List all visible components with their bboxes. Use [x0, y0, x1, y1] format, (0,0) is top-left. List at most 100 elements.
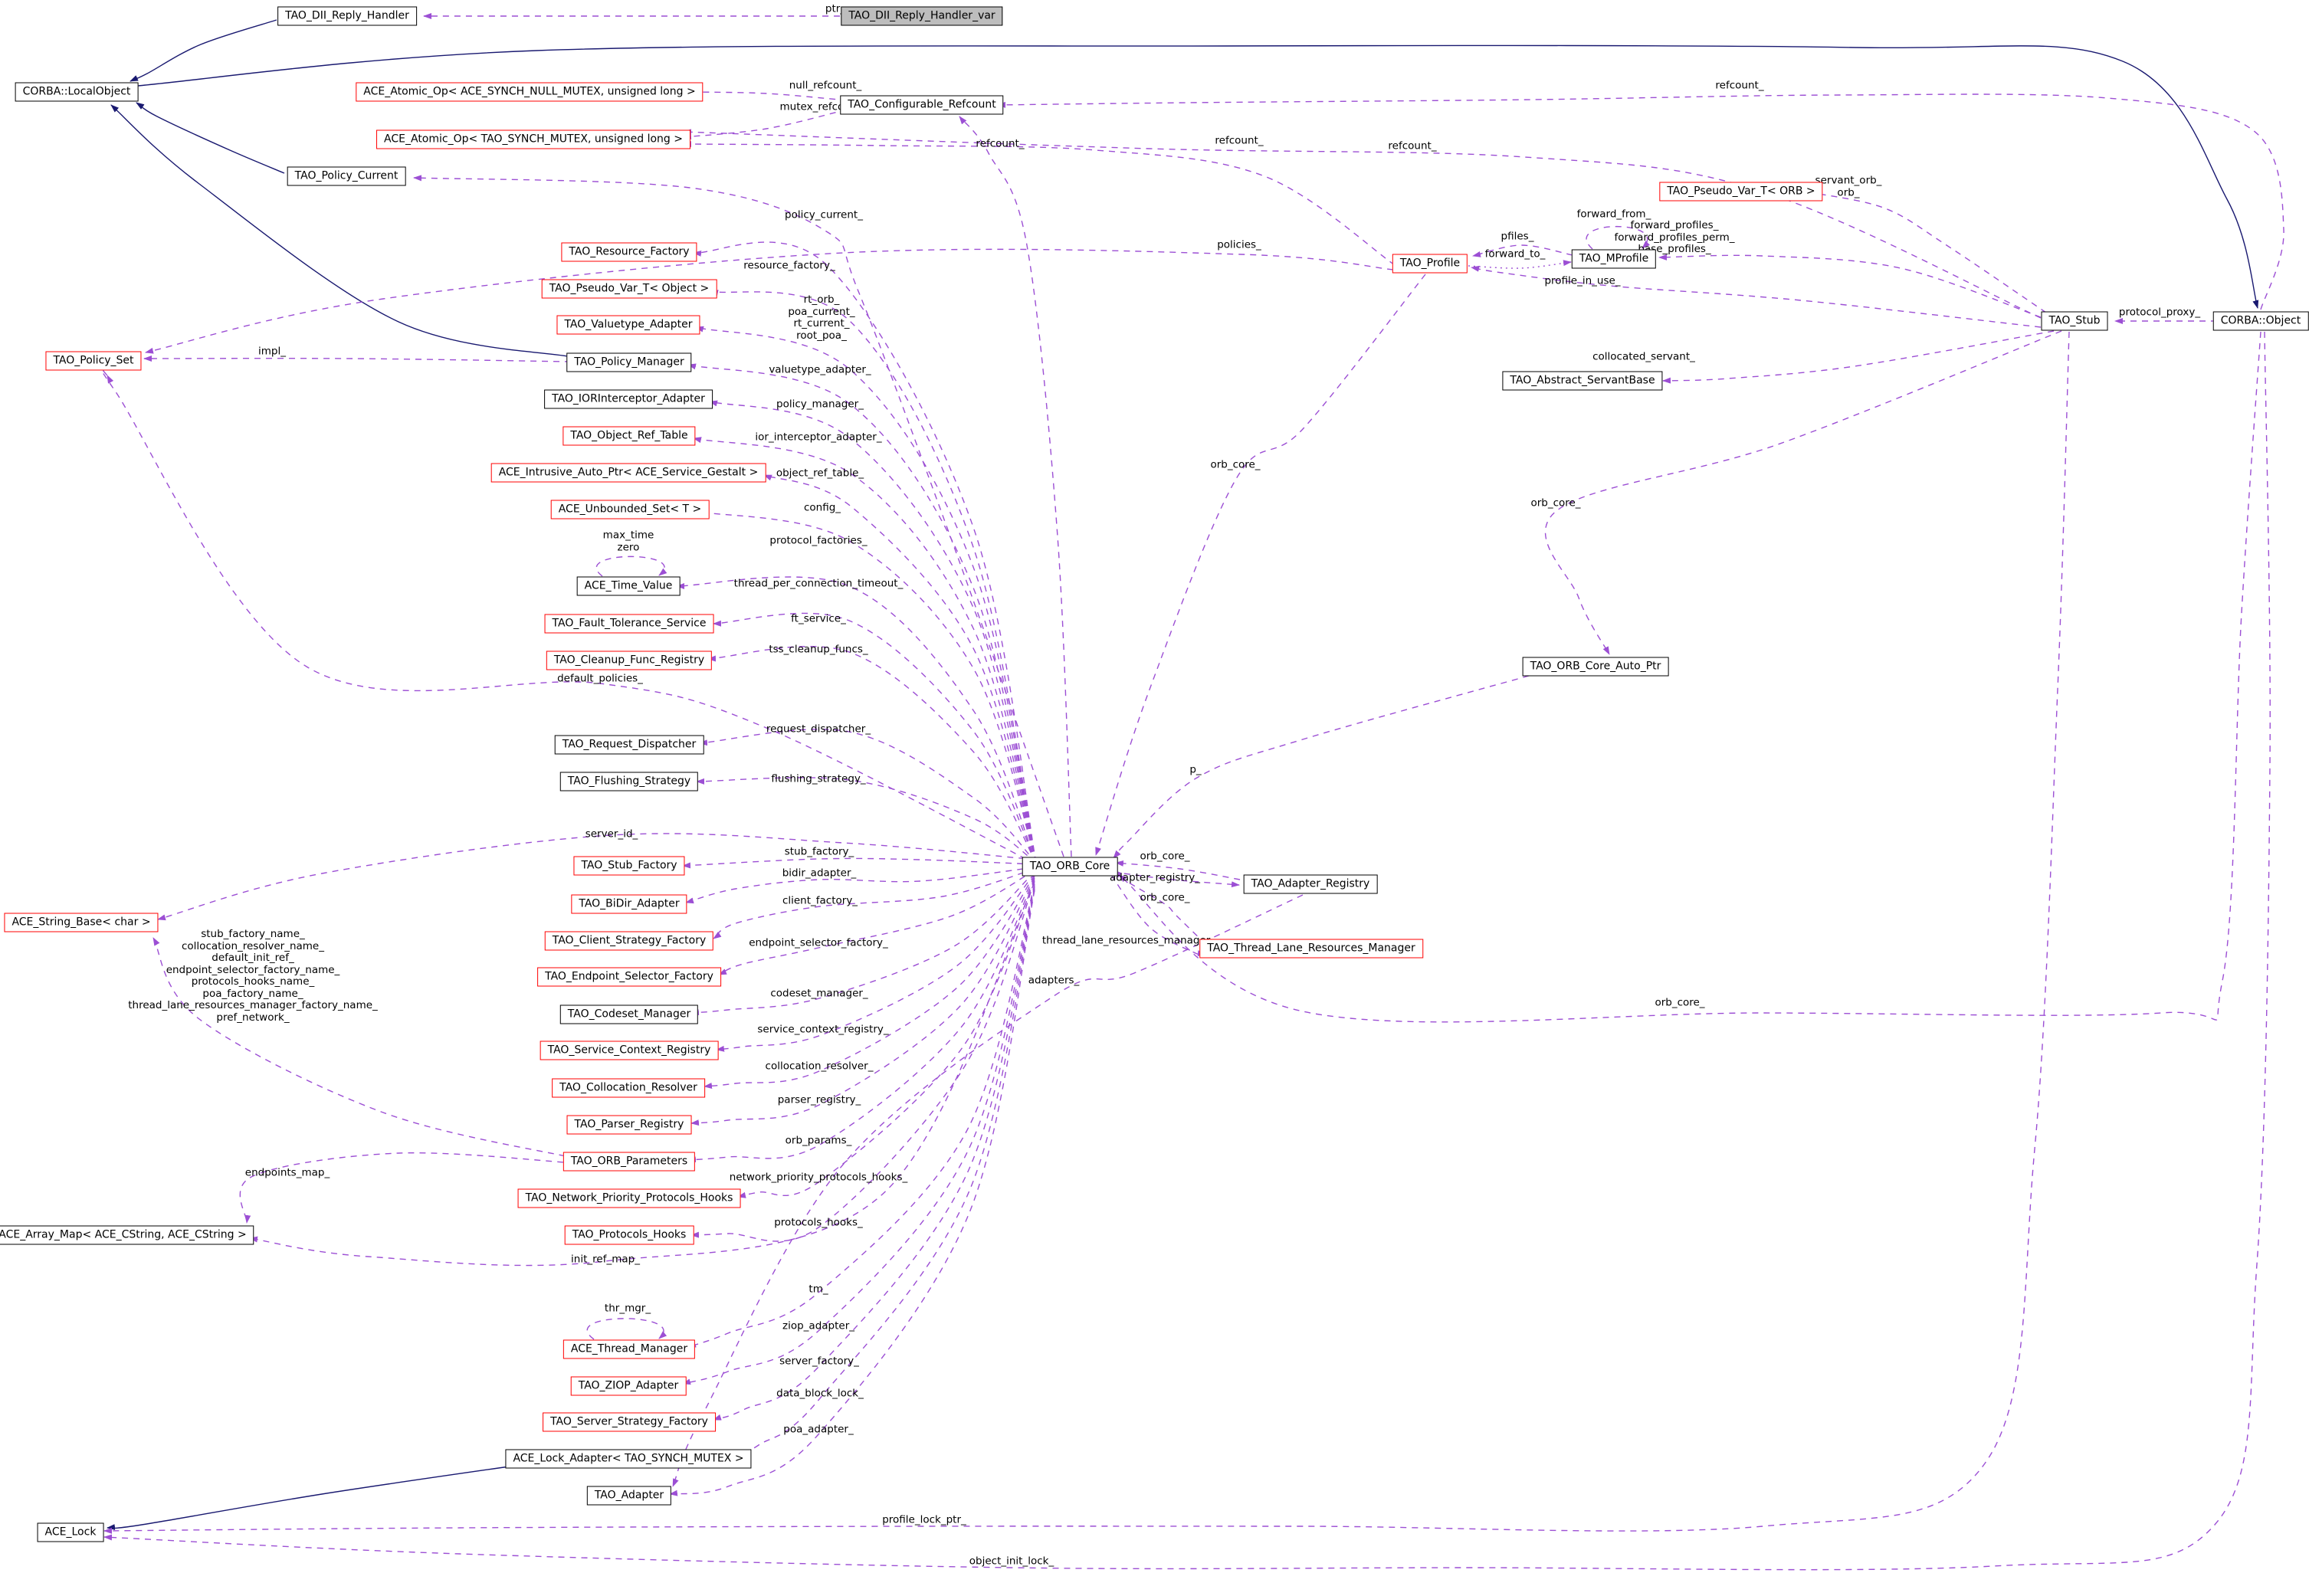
edge-label-thread-lane-resources-manager: thread_lane_resources_manager_ [1042, 935, 1215, 947]
class-node-tao-orb-parameters[interactable]: TAO_ORB_Parameters [562, 1152, 696, 1172]
edge-label-default-policies: default_policies_ [557, 673, 643, 685]
class-node-tao-mprofile[interactable]: TAO_MProfile [1571, 249, 1657, 269]
edge-label-line: default_init_ref_ [212, 952, 294, 964]
class-node-corba-localobject[interactable]: CORBA::LocalObject [15, 82, 139, 102]
class-node-tao-object-ref-table[interactable]: TAO_Object_Ref_Table [562, 426, 696, 446]
edge-policy-current [413, 175, 1064, 857]
class-node-tao-valuetype-adapter[interactable]: TAO_Valuetype_Adapter [556, 315, 700, 335]
edge-label-line: stub_factory_ [784, 845, 854, 858]
edge-label-init-ref-map: init_ref_map_ [571, 1254, 640, 1266]
class-node-tao-adapter-registry[interactable]: TAO_Adapter_Registry [1243, 874, 1378, 894]
class-node-tao-codeset-manager[interactable]: TAO_Codeset_Manager [559, 1004, 699, 1024]
edge-codeset-manager [690, 871, 1035, 1016]
class-node-corba-object[interactable]: CORBA::Object [2212, 311, 2309, 331]
class-node-ace-lock[interactable]: ACE_Lock [37, 1522, 104, 1542]
edge-label-line: collocation_resolver_ [765, 1060, 874, 1073]
class-node-tao-orb-core[interactable]: TAO_ORB_Core [1022, 857, 1118, 877]
class-node-tao-thread-lane-resources-manager[interactable]: TAO_Thread_Lane_Resources_Manager [1199, 939, 1423, 959]
edge-label-line: object_init_lock_ [969, 1555, 1054, 1568]
class-node-tao-client-strategy-factory[interactable]: TAO_Client_Strategy_Factory [544, 931, 714, 951]
class-node-tao-request-dispatcher[interactable]: TAO_Request_Dispatcher [554, 735, 704, 755]
edge-label-line: orb_params_ [785, 1134, 852, 1147]
edge-label-tss-cleanup-funcs: tss_cleanup_funcs_ [769, 644, 868, 656]
edge-profile-in-use [1471, 265, 2042, 328]
class-node-ace-string-base[interactable]: ACE_String_Base< char > [4, 913, 159, 932]
class-node-ace-lock-adapter[interactable]: ACE_Lock_Adapter< TAO_SYNCH_MUTEX > [505, 1449, 752, 1469]
edge-label-line: ziop_adapter_ [782, 1319, 854, 1332]
edge-label-client-factory: client_factory_ [782, 895, 858, 907]
class-node-ace-array-map[interactable]: ACE_Array_Map< ACE_CString, ACE_CString … [0, 1225, 254, 1245]
class-node-tao-pseudo-var-object[interactable]: TAO_Pseudo_Var_T< Object > [541, 279, 717, 299]
class-node-ace-atomic-op-null-mutex[interactable]: ACE_Atomic_Op< ACE_SYNCH_NULL_MUTEX, uns… [356, 82, 704, 102]
edge-policy-manager [687, 363, 1037, 864]
class-node-tao-orb-core-auto-ptr[interactable]: TAO_ORB_Core_Auto_Ptr [1522, 657, 1669, 677]
class-node-tao-protocols-hooks[interactable]: TAO_Protocols_Hooks [564, 1225, 694, 1245]
class-node-ace-intrusive-auto-ptr[interactable]: ACE_Intrusive_Auto_Ptr< ACE_Service_Gest… [490, 463, 766, 483]
class-node-ace-atomic-op-tao-mutex[interactable]: ACE_Atomic_Op< TAO_SYNCH_MUTEX, unsigned… [376, 129, 690, 149]
class-node-tao-parser-registry[interactable]: TAO_Parser_Registry [566, 1115, 692, 1135]
edge-resource-factory [693, 241, 1037, 864]
class-node-tao-policy-current[interactable]: TAO_Policy_Current [287, 166, 406, 186]
class-node-tao-abstract-servantbase[interactable]: TAO_Abstract_ServantBase [1502, 371, 1663, 391]
edge-orb-core-tlrm [1114, 870, 1206, 945]
class-node-ace-time-value[interactable]: ACE_Time_Value [576, 576, 681, 596]
edge-label-line: policies_ [1217, 238, 1261, 251]
class-node-ace-unbounded-set[interactable]: ACE_Unbounded_Set< T > [550, 500, 710, 519]
edge-ior-interceptor-adapter [709, 400, 1037, 864]
edge-label-request-dispatcher: request_dispatcher_ [766, 723, 871, 736]
class-node-tao-service-context-registry[interactable]: TAO_Service_Context_Registry [540, 1041, 719, 1060]
edge-label-ior-interceptor-adapter: ior_interceptor_adapter_ [755, 431, 881, 444]
class-node-tao-adapter[interactable]: TAO_Adapter [586, 1486, 672, 1506]
class-node-tao-flushing-strategy[interactable]: TAO_Flushing_Strategy [559, 772, 699, 791]
class-node-tao-iorinterceptor-adapter[interactable]: TAO_IORInterceptor_Adapter [544, 389, 713, 409]
class-node-ace-thread-manager[interactable]: ACE_Thread_Manager [562, 1339, 696, 1359]
edge-label-line: server_factory_ [779, 1355, 859, 1368]
edge-label-orb-params-string-names: stub_factory_name_ collocation_resolver_n… [128, 928, 378, 1024]
edge-label-thr-mgr-loop: thr_mgr_ [605, 1303, 651, 1315]
edge-label-line: adapter_registry_ [1109, 871, 1201, 884]
class-node-tao-stub-factory[interactable]: TAO_Stub_Factory [573, 856, 685, 876]
edge-refcount-object [997, 93, 2284, 310]
class-node-tao-pseudo-var-orb[interactable]: TAO_Pseudo_Var_T< ORB > [1659, 182, 1823, 202]
edge-data-block-lock [734, 888, 1035, 1457]
edge-refcount-stub [683, 129, 2042, 319]
class-node-tao-collocation-resolver[interactable]: TAO_Collocation_Resolver [552, 1078, 705, 1098]
class-node-tao-policy-set[interactable]: TAO_Policy_Set [45, 351, 142, 371]
edge-client-factory [713, 868, 1035, 939]
class-node-tao-cleanup-func-registry[interactable]: TAO_Cleanup_Func_Registry [546, 651, 713, 670]
edge-valuetype-adapter [695, 326, 1037, 864]
edge-inherit-lock-adapter-ace-lock [107, 1463, 526, 1531]
class-node-tao-server-strategy-factory[interactable]: TAO_Server_Strategy_Factory [543, 1412, 716, 1432]
class-node-tao-policy-manager[interactable]: TAO_Policy_Manager [566, 352, 692, 372]
edge-label-orb-core-registry: orb_core_ [1140, 850, 1189, 863]
edge-thread-lane-resources-manager [1110, 874, 1206, 957]
edge-label-line: network_priority_protocols_hooks_ [729, 1171, 908, 1184]
edge-orb-params-string-names [153, 937, 577, 1159]
edge-label-line: forward_from_ [1576, 208, 1651, 221]
class-node-tao-ziop-adapter[interactable]: TAO_ZIOP_Adapter [570, 1376, 687, 1396]
edge-label-line: endpoints_map_ [244, 1166, 330, 1179]
edge-label-line: thread_per_connection_timeout_ [733, 577, 904, 590]
class-node-tao-profile[interactable]: TAO_Profile [1392, 254, 1468, 274]
class-node-tao-configurable-refcount[interactable]: TAO_Configurable_Refcount [840, 95, 1004, 115]
edge-label-line: orb_ [1837, 186, 1860, 198]
edge-label-line: profile_lock_ptr_ [882, 1513, 966, 1526]
edge-label-policy-current: policy_current_ [785, 209, 863, 221]
class-node-tao-network-priority-protocols-hooks[interactable]: TAO_Network_Priority_Protocols_Hooks [517, 1188, 741, 1208]
edge-ziop-adapter [682, 885, 1035, 1385]
class-node-tao-resource-factory[interactable]: TAO_Resource_Factory [561, 242, 697, 262]
edge-tm [687, 883, 1035, 1348]
edge-profile-lock-ptr [103, 331, 2070, 1534]
edge-label-line: service_context_registry_ [757, 1023, 889, 1036]
edge-label-endpoint-selector-factory: endpoint_selector_factory_ [749, 937, 888, 949]
class-node-tao-endpoint-selector-factory[interactable]: TAO_Endpoint_Selector_Factory [537, 967, 721, 987]
edge-label-line: codeset_manager_ [770, 987, 868, 1000]
class-node-tao-dii-reply-handler[interactable]: TAO_DII_Reply_Handler [277, 6, 417, 26]
edge-label-forward-from-loop: forward_from_ [1577, 208, 1651, 221]
class-node-tao-stub[interactable]: TAO_Stub [2041, 311, 2108, 331]
class-node-tao-bidir-adapter[interactable]: TAO_BiDir_Adapter [571, 894, 687, 914]
edge-label-line: policy_manager_ [776, 398, 864, 411]
class-node-tao-fault-tolerance-service[interactable]: TAO_Fault_Tolerance_Service [544, 614, 714, 634]
edge-p [1113, 675, 1530, 859]
edge-inherit-policy-manager-localobject [110, 104, 573, 358]
